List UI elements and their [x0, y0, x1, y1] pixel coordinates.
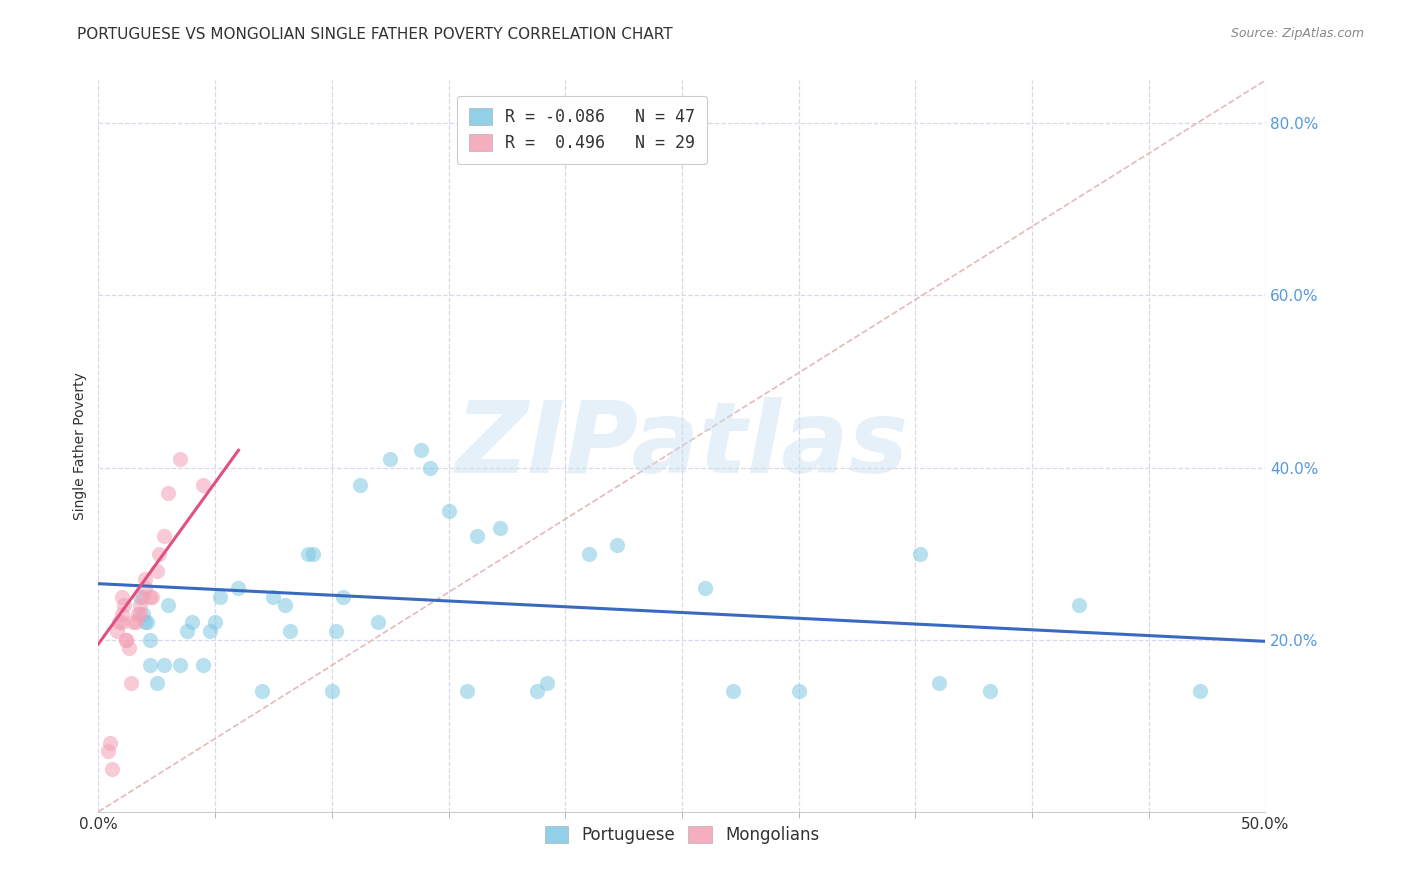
- Point: [120, 675, 142, 690]
- Point: [157, 486, 180, 500]
- Point: [115, 632, 138, 647]
- Point: [132, 590, 155, 604]
- Point: [180, 615, 202, 630]
- Text: Source: ZipAtlas.com: Source: ZipAtlas.com: [1230, 27, 1364, 40]
- Y-axis label: Single Father Poverty: Single Father Poverty: [73, 372, 87, 520]
- Point: [193, 658, 215, 673]
- Point: [129, 590, 152, 604]
- Legend: Portuguese, Mongolians: Portuguese, Mongolians: [538, 820, 825, 851]
- Point: [112, 598, 135, 612]
- Point: [169, 658, 191, 673]
- Point: [536, 675, 558, 690]
- Point: [176, 624, 198, 638]
- Point: [129, 598, 152, 612]
- Point: [129, 607, 152, 621]
- Point: [908, 547, 931, 561]
- Point: [228, 581, 250, 595]
- Point: [456, 684, 478, 698]
- Point: [134, 573, 156, 587]
- Point: [111, 615, 134, 630]
- Point: [465, 529, 488, 543]
- Point: [419, 460, 441, 475]
- Point: [526, 684, 548, 698]
- Point: [118, 641, 141, 656]
- Point: [101, 762, 124, 776]
- Point: [134, 615, 156, 630]
- Point: [787, 684, 810, 698]
- Point: [489, 521, 512, 535]
- Point: [148, 547, 170, 561]
- Point: [105, 624, 128, 638]
- Point: [367, 615, 389, 630]
- Point: [139, 658, 162, 673]
- Point: [606, 538, 628, 552]
- Point: [122, 615, 145, 630]
- Point: [332, 590, 354, 604]
- Point: [98, 736, 121, 750]
- Point: [146, 675, 169, 690]
- Point: [278, 624, 301, 638]
- Point: [132, 607, 155, 621]
- Point: [111, 607, 134, 621]
- Point: [321, 684, 343, 698]
- Point: [146, 564, 169, 578]
- Point: [578, 547, 600, 561]
- Point: [139, 590, 162, 604]
- Point: [141, 590, 163, 604]
- Point: [200, 624, 222, 638]
- Point: [250, 684, 273, 698]
- Point: [139, 632, 162, 647]
- Point: [204, 615, 226, 630]
- Point: [152, 658, 174, 673]
- Point: [125, 615, 148, 630]
- Point: [152, 529, 174, 543]
- Point: [134, 581, 156, 595]
- Point: [193, 477, 215, 491]
- Point: [111, 590, 134, 604]
- Point: [97, 744, 120, 758]
- Point: [409, 443, 432, 458]
- Point: [380, 451, 402, 466]
- Point: [695, 581, 717, 595]
- Point: [136, 615, 159, 630]
- Point: [208, 590, 231, 604]
- Point: [1189, 684, 1212, 698]
- Point: [302, 547, 325, 561]
- Point: [157, 598, 180, 612]
- Point: [115, 632, 138, 647]
- Point: [169, 451, 191, 466]
- Point: [437, 503, 460, 517]
- Point: [325, 624, 347, 638]
- Point: [979, 684, 1001, 698]
- Point: [262, 590, 284, 604]
- Point: [127, 607, 149, 621]
- Point: [928, 675, 950, 690]
- Point: [297, 547, 319, 561]
- Point: [723, 684, 745, 698]
- Point: [349, 477, 371, 491]
- Point: [274, 598, 297, 612]
- Text: ZIPatlas: ZIPatlas: [456, 398, 908, 494]
- Text: PORTUGUESE VS MONGOLIAN SINGLE FATHER POVERTY CORRELATION CHART: PORTUGUESE VS MONGOLIAN SINGLE FATHER PO…: [77, 27, 673, 42]
- Point: [108, 615, 131, 630]
- Point: [1067, 598, 1090, 612]
